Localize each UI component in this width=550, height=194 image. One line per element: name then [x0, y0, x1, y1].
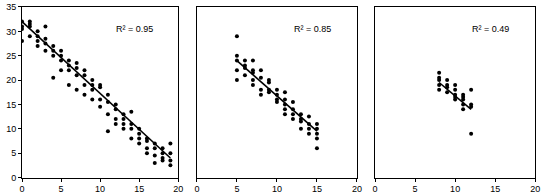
- svg-text:35: 35: [6, 2, 16, 12]
- svg-text:20: 20: [6, 75, 16, 85]
- svg-text:0: 0: [11, 173, 16, 183]
- svg-text:15: 15: [490, 184, 500, 194]
- svg-text:0: 0: [194, 184, 199, 194]
- svg-text:15: 15: [134, 184, 144, 194]
- svg-text:5: 5: [11, 148, 16, 158]
- svg-text:5: 5: [59, 184, 64, 194]
- svg-text:R² = 0.85: R² = 0.85: [294, 24, 331, 34]
- svg-text:20: 20: [352, 184, 362, 194]
- svg-text:10: 10: [450, 184, 460, 194]
- svg-text:R² = 0.49: R² = 0.49: [472, 24, 509, 34]
- svg-text:0: 0: [373, 184, 378, 194]
- svg-text:15: 15: [6, 100, 16, 110]
- svg-text:5: 5: [234, 184, 239, 194]
- svg-text:20: 20: [530, 184, 540, 194]
- svg-text:25: 25: [6, 51, 16, 61]
- svg-text:30: 30: [6, 26, 16, 36]
- svg-text:15: 15: [312, 184, 322, 194]
- svg-text:5: 5: [413, 184, 418, 194]
- svg-text:0: 0: [19, 184, 24, 194]
- svg-text:10: 10: [95, 184, 105, 194]
- svg-text:R² = 0.95: R² = 0.95: [116, 24, 153, 34]
- svg-text:10: 10: [272, 184, 282, 194]
- svg-text:10: 10: [6, 124, 16, 134]
- svg-text:20: 20: [173, 184, 183, 194]
